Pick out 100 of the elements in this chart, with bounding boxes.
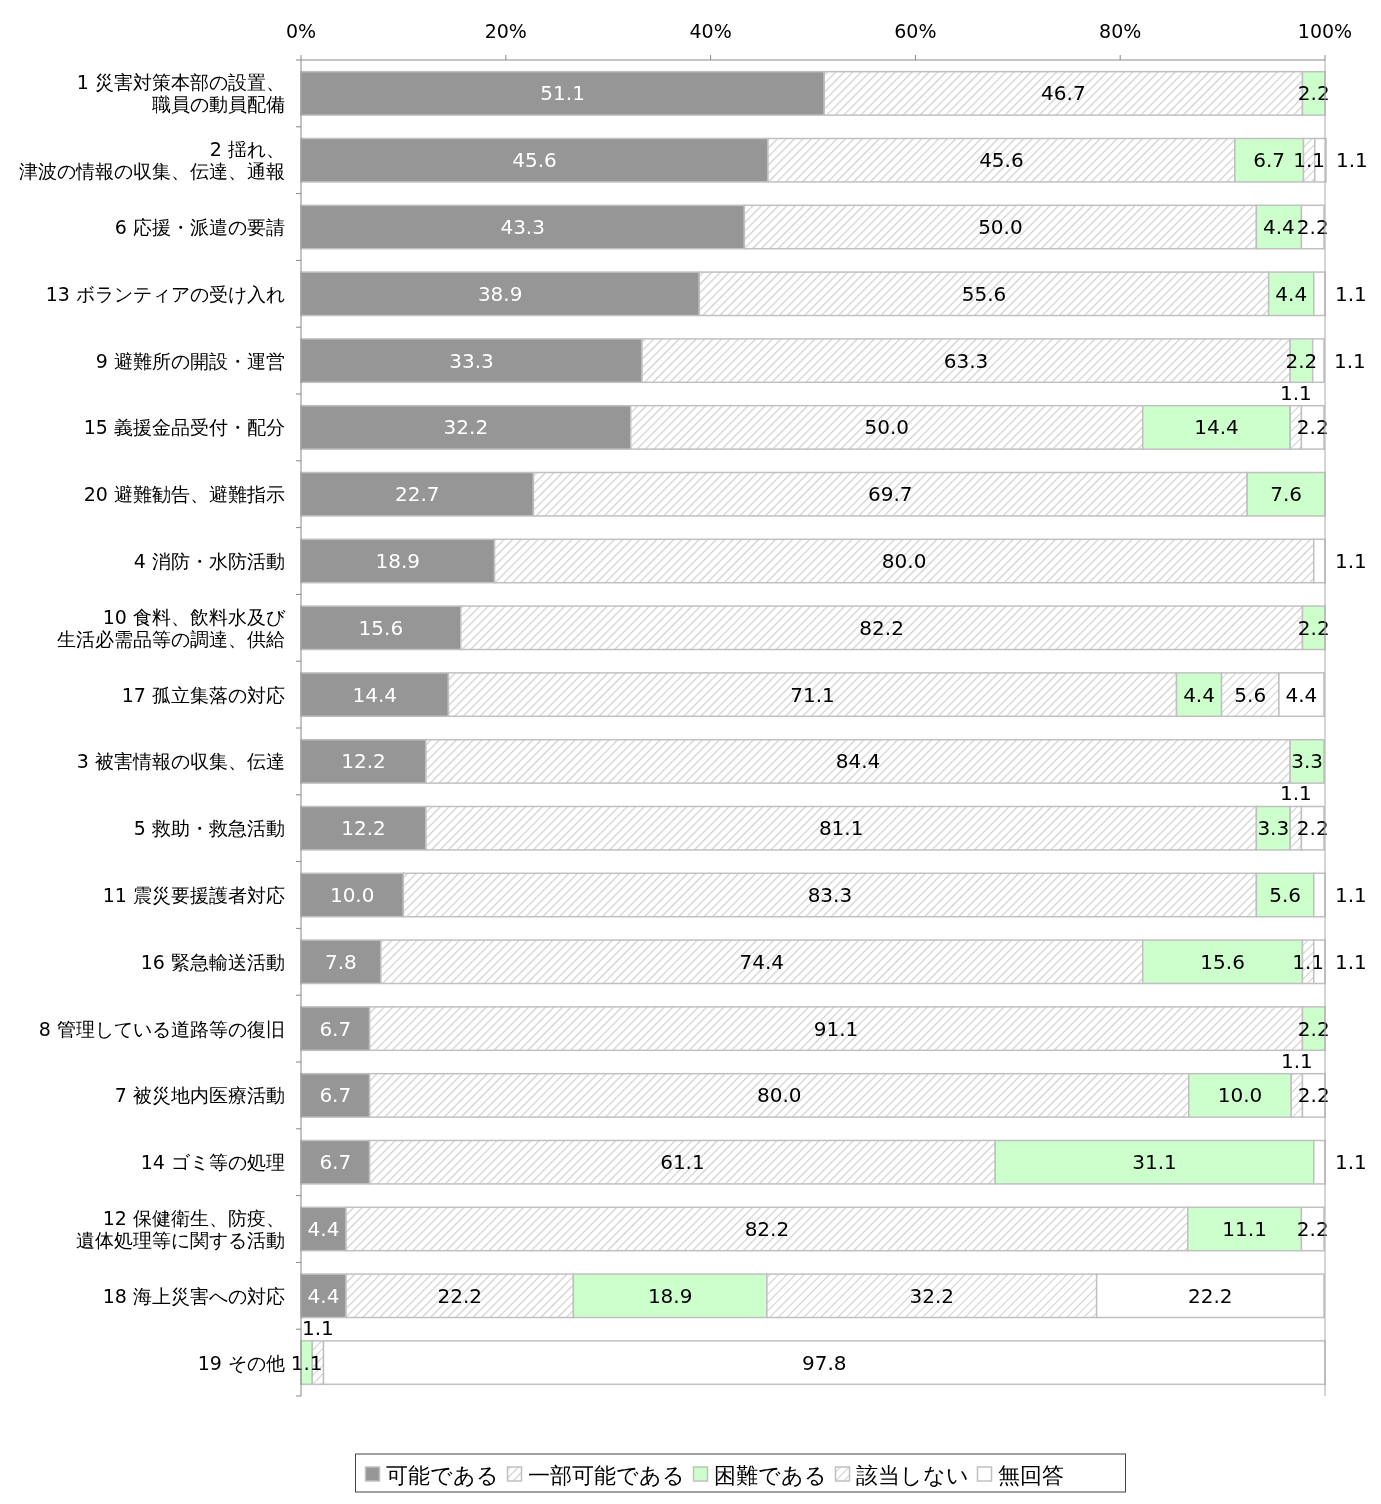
data-label: 3.3 <box>1257 816 1290 841</box>
y-tick-label: 18 海上災害への対応 <box>102 1284 285 1307</box>
data-label: 12.2 <box>341 816 386 841</box>
data-label: 81.1 <box>818 816 864 841</box>
data-label: 7.6 <box>1270 482 1302 507</box>
data-label: 91.1 <box>813 1016 859 1041</box>
legend-label: 困難である <box>713 1463 827 1488</box>
data-label: 69.7 <box>868 482 913 507</box>
data-label: 45.6 <box>979 148 1024 173</box>
data-label: 7.8 <box>325 949 357 974</box>
data-label: 83.3 <box>807 883 853 907</box>
data-label: 71.1 <box>790 682 835 707</box>
data-label: 4.4 <box>1183 682 1215 707</box>
data-label: 2.2 <box>1297 1083 1330 1108</box>
data-label: 55.6 <box>961 281 1007 306</box>
data-label: 82.2 <box>744 1217 790 1241</box>
y-tick-label: 1 災害対策本部の設置、職員の動員配備 <box>76 71 285 116</box>
data-label: 1.1 <box>1279 781 1312 806</box>
data-label: 1.1 <box>1335 549 1367 573</box>
data-label: 33.3 <box>449 348 494 373</box>
data-label: 1.1 <box>1293 148 1326 173</box>
y-tick-label: 11 震災要援護者対応 <box>102 884 285 906</box>
y-tick-label: 13 ボランティアの受け入れ <box>45 282 285 305</box>
y-tick-label: 9 避難所の開設・運営 <box>95 349 285 372</box>
data-label: 22.7 <box>394 482 440 507</box>
data-label: 4.4 <box>1263 215 1295 239</box>
data-label: 45.6 <box>512 148 557 173</box>
y-tick-label: 7 被災地内医療活動 <box>114 1084 285 1107</box>
data-label: 12.2 <box>341 749 386 774</box>
data-label: 18.9 <box>375 549 421 573</box>
data-label: 50.0 <box>978 215 1023 239</box>
data-label: 6.7 <box>319 1016 352 1041</box>
data-label: 1.1 <box>1333 348 1366 373</box>
data-label: 43.3 <box>500 215 545 239</box>
data-label: 31.1 <box>1132 1150 1177 1175</box>
data-label: 1.1 <box>1280 1048 1313 1073</box>
y-tick-label: 17 孤立集落の対応 <box>121 683 285 706</box>
data-label: 97.8 <box>802 1350 847 1375</box>
data-label: 74.4 <box>739 949 785 974</box>
data-label: 80.0 <box>881 549 927 573</box>
y-tick-label: 6 応援・派遣の要請 <box>114 216 285 238</box>
y-tick-label: 16 緊急輸送活動 <box>140 950 285 973</box>
data-label: 5.6 <box>1269 883 1301 907</box>
legend-label: 一部可能である <box>527 1463 685 1488</box>
legend-label: 可能である <box>385 1463 499 1488</box>
data-label: 1.1 <box>1335 949 1367 974</box>
y-tick-label: 20 避難勧告、避難指示 <box>83 483 285 506</box>
data-label: 6.7 <box>1253 148 1286 173</box>
data-label: 15.6 <box>1200 949 1245 974</box>
data-label: 6.7 <box>319 1083 352 1108</box>
data-label: 2.2 <box>1297 615 1330 640</box>
x-tick-label: 0% <box>285 20 317 42</box>
data-label: 1.1 <box>1279 380 1312 405</box>
data-label: 1.1 <box>1292 949 1325 974</box>
data-label: 1.1 <box>1335 883 1367 907</box>
y-tick-label: 10 食料、飲料水及び生活必需品等の調達、供給 <box>57 605 286 650</box>
data-label: 82.2 <box>859 615 904 640</box>
y-tick-label: 8 管理している道路等の復旧 <box>38 1017 285 1040</box>
data-label: 14.4 <box>1194 415 1239 440</box>
y-tick-label: 12 保健衛生、防疫、遺体処理等に関する活動 <box>76 1207 285 1251</box>
data-label: 38.9 <box>477 281 523 306</box>
y-tick-label: 4 消防・水防活動 <box>133 550 285 572</box>
data-label: 4.4 <box>307 1283 340 1308</box>
data-label: 32.2 <box>909 1283 955 1308</box>
y-tick-label: 14 ゴミ等の処理 <box>140 1151 285 1174</box>
data-label: 4.4 <box>1285 682 1318 707</box>
data-label: 22.2 <box>437 1283 482 1308</box>
data-label: 10.0 <box>1217 1083 1263 1108</box>
data-label: 1.1 <box>1335 1150 1367 1175</box>
data-label: 4.4 <box>1275 281 1308 306</box>
data-label: 11.1 <box>1222 1217 1267 1241</box>
data-label: 15.6 <box>358 615 404 640</box>
x-tick-label: 100% <box>1297 20 1353 42</box>
data-label: 2.2 <box>1296 816 1329 841</box>
y-tick-label: 15 義援金品受付・配分 <box>83 416 285 439</box>
data-label: 14.4 <box>352 682 397 707</box>
x-tick-label: 60% <box>894 20 937 42</box>
x-tick-label: 40% <box>689 20 732 42</box>
data-label: 22.2 <box>1188 1283 1233 1308</box>
data-label: 2.2 <box>1297 81 1330 106</box>
data-label: 5.6 <box>1234 682 1267 707</box>
y-tick-label: 19 その他 <box>197 1351 285 1374</box>
data-label: 2.2 <box>1296 1217 1329 1241</box>
data-label: 10.0 <box>329 883 375 907</box>
y-tick-label: 5 救助・救急活動 <box>133 817 285 840</box>
data-label: 84.4 <box>835 749 881 774</box>
data-label: 1.1 <box>1336 148 1368 173</box>
data-label: 46.7 <box>1041 81 1086 106</box>
data-label: 2.2 <box>1297 1016 1330 1041</box>
data-label: 32.2 <box>443 415 489 440</box>
x-tick-label: 80% <box>1099 20 1142 42</box>
data-label: 61.1 <box>660 1150 705 1175</box>
data-label: 2.2 <box>1296 415 1329 440</box>
data-label: 50.0 <box>864 415 909 440</box>
legend-label: 無回答 <box>997 1463 1064 1488</box>
data-label: 1.1 <box>1335 281 1367 306</box>
data-label: 18.9 <box>647 1283 693 1308</box>
data-label: 4.4 <box>307 1217 340 1241</box>
data-label: 3.3 <box>1291 749 1323 774</box>
data-label: 2.2 <box>1296 215 1329 239</box>
